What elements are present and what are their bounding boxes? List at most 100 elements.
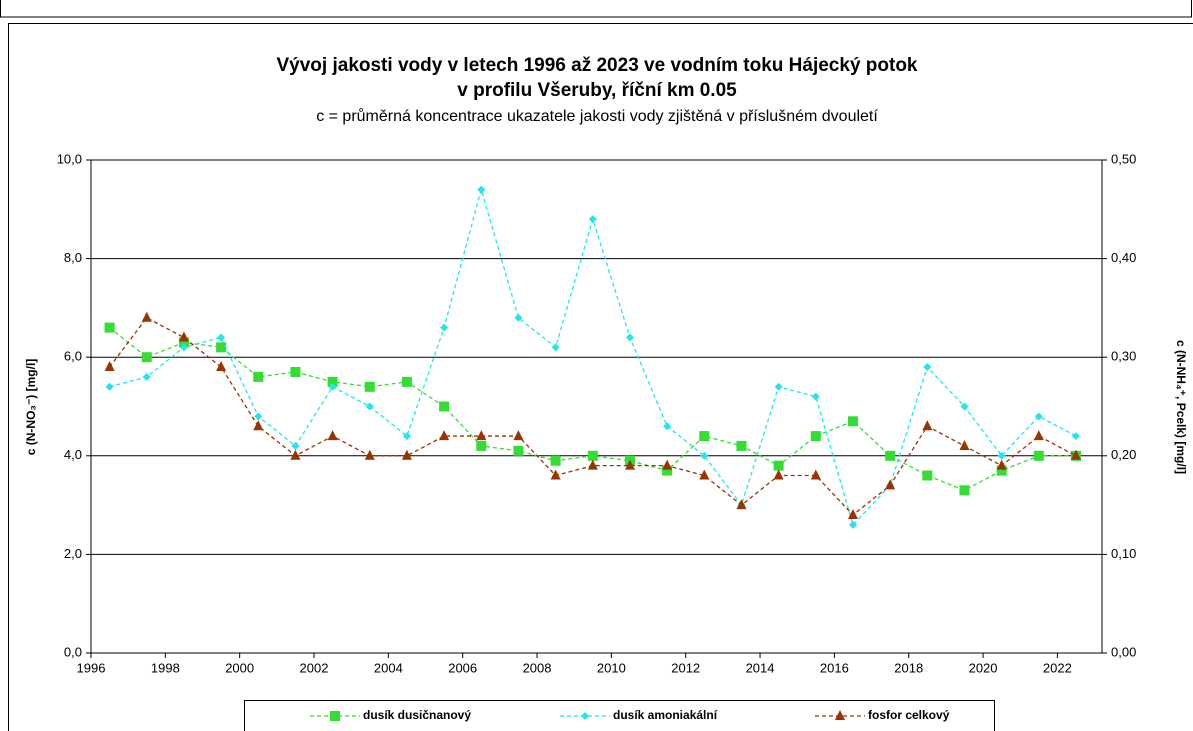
x-tick-label: 2014 <box>746 660 775 675</box>
y-tick-label: 10,0 <box>57 151 82 166</box>
data-point <box>401 449 412 460</box>
top-bar <box>0 0 1192 18</box>
x-tick-label: 2016 <box>820 660 849 675</box>
data-point <box>290 449 301 460</box>
data-point <box>551 343 560 352</box>
data-point <box>699 469 710 480</box>
chart-title-line2: v profilu Všeruby, říční km 0.05 <box>457 80 737 101</box>
y2-tick-label: 0,20 <box>1111 447 1136 462</box>
data-point <box>439 401 450 412</box>
legend-label: dusík dusičnanový <box>363 708 471 722</box>
data-point <box>141 352 152 363</box>
data-point <box>476 430 487 441</box>
data-point <box>290 366 301 377</box>
plot-area <box>91 160 1102 653</box>
data-point <box>550 455 561 466</box>
legend-marker <box>581 712 589 720</box>
data-point <box>1071 432 1080 441</box>
chart-subtitle: c = průměrná koncentrace ukazatele jakos… <box>316 107 878 125</box>
legend-marker <box>835 710 845 720</box>
x-tick-label: 2004 <box>374 660 403 675</box>
data-point <box>885 450 896 461</box>
data-point <box>588 215 597 224</box>
data-point <box>810 469 821 480</box>
data-point <box>773 469 784 480</box>
data-point <box>810 431 821 442</box>
data-point <box>104 361 115 372</box>
data-point <box>736 499 747 510</box>
data-point <box>253 371 264 382</box>
data-point <box>327 430 338 441</box>
data-point <box>847 416 858 427</box>
data-point <box>365 402 374 411</box>
y-tick-label: 0,0 <box>64 644 82 659</box>
data-point <box>1034 412 1043 421</box>
y-tick-label: 8,0 <box>64 250 82 265</box>
data-point <box>513 430 524 441</box>
data-point <box>996 465 1007 476</box>
legend-label: fosfor celkový <box>868 708 950 722</box>
data-point <box>811 392 820 401</box>
data-point <box>476 440 487 451</box>
data-point <box>142 372 151 381</box>
data-point <box>1033 430 1044 441</box>
data-point <box>663 422 672 431</box>
data-point <box>587 459 598 470</box>
data-point <box>179 343 188 352</box>
y-tick-label: 4,0 <box>64 447 82 462</box>
data-point <box>662 459 673 470</box>
data-point <box>178 337 189 348</box>
data-point <box>736 440 747 451</box>
x-tick-label: 1998 <box>151 660 180 675</box>
x-tick-label: 2022 <box>1043 660 1072 675</box>
data-point <box>959 439 970 450</box>
data-point <box>774 382 783 391</box>
y2-tick-label: 0,00 <box>1111 644 1136 659</box>
x-tick-label: 2012 <box>671 660 700 675</box>
y2-tick-label: 0,40 <box>1111 250 1136 265</box>
data-point <box>364 381 375 392</box>
data-point <box>402 432 411 441</box>
data-point <box>625 333 634 342</box>
data-point <box>587 450 598 461</box>
x-tick-label: 2020 <box>969 660 998 675</box>
x-tick-label: 2000 <box>225 660 254 675</box>
data-point <box>1033 450 1044 461</box>
data-point <box>885 479 896 490</box>
x-tick-label: 1996 <box>77 660 106 675</box>
data-point <box>922 470 933 481</box>
data-point <box>105 382 114 391</box>
x-tick-label: 2002 <box>300 660 329 675</box>
data-point <box>997 451 1006 460</box>
data-point <box>996 459 1007 470</box>
data-point <box>178 331 189 342</box>
legend-box <box>244 700 995 731</box>
data-point <box>477 185 486 194</box>
data-point <box>848 520 857 529</box>
data-point <box>662 465 673 476</box>
data-point <box>364 449 375 460</box>
y-axis-label: c (N-NO₃⁻) [mg/l] <box>24 359 38 456</box>
x-tick-label: 2008 <box>523 660 552 675</box>
data-point <box>550 469 561 480</box>
data-point <box>624 459 635 470</box>
data-point <box>773 460 784 471</box>
data-point <box>513 445 524 456</box>
data-point <box>960 402 969 411</box>
data-point <box>401 376 412 387</box>
data-point <box>440 323 449 332</box>
x-tick-label: 2006 <box>448 660 477 675</box>
x-tick-label: 2018 <box>894 660 923 675</box>
y2-tick-label: 0,30 <box>1111 349 1136 364</box>
data-point <box>217 333 226 342</box>
data-point <box>327 376 338 387</box>
data-point <box>141 311 152 322</box>
legend-marker <box>330 711 340 721</box>
data-point <box>700 451 709 460</box>
chart-title: Vývoj jakosti vody v letech 1996 až 2023… <box>277 55 918 76</box>
data-point <box>923 363 932 372</box>
data-point <box>1070 449 1081 460</box>
legend-label: dusík amoniakální <box>613 708 718 722</box>
data-point <box>439 430 450 441</box>
